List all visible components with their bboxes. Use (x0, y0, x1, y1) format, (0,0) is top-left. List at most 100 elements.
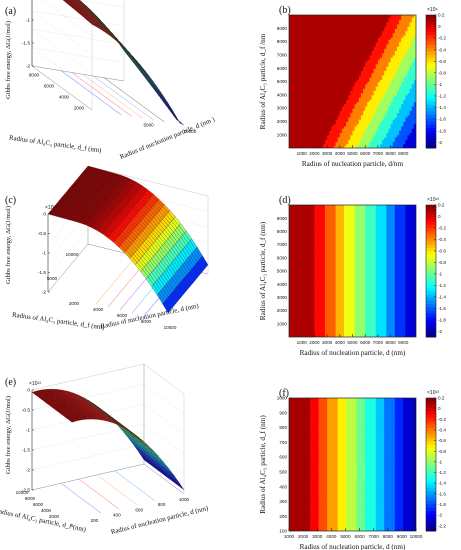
contour-cell (392, 54, 396, 58)
surface-patch (176, 480, 185, 490)
contour-cell (335, 57, 339, 60)
contour-cell (346, 50, 349, 54)
contour-cell (297, 63, 301, 67)
contour-cell (363, 136, 366, 140)
contour-cell (327, 134, 330, 138)
contour-cell (333, 123, 337, 127)
contour-cell (291, 114, 294, 118)
contour-cell (401, 145, 404, 148)
contour-cell (392, 72, 396, 76)
contour-cell (371, 23, 375, 27)
contour-cell (310, 37, 313, 40)
contour-cell (316, 63, 320, 67)
contour-cell (297, 15, 301, 18)
contour-cell (373, 48, 377, 52)
contour-cell (308, 46, 311, 49)
contour-cell (337, 143, 341, 147)
contour-cell (312, 63, 315, 67)
contour-cell (320, 57, 324, 60)
contour-cell (316, 41, 320, 45)
contour-cell (327, 30, 330, 34)
contour-cell (335, 85, 339, 89)
contour-cell (337, 41, 341, 45)
contour-cell (384, 70, 387, 74)
contour-cell (373, 105, 377, 109)
contour-cell (305, 81, 309, 85)
contour-cell (305, 123, 309, 127)
contour-cell (337, 94, 341, 98)
contour-cell (360, 97, 364, 100)
contour-cell (382, 39, 385, 43)
contour-cell (386, 54, 390, 58)
contour-cell (293, 112, 296, 116)
contour-cell (350, 108, 354, 111)
contour-cell (308, 50, 311, 54)
contour-cell (335, 50, 339, 54)
contour-cell (382, 79, 385, 83)
contour-cell (371, 37, 375, 40)
contour-cell (308, 37, 311, 40)
contour-cell (399, 123, 402, 127)
contour-cell (382, 70, 385, 74)
contour-cell (380, 65, 383, 69)
contour-cell (312, 26, 315, 29)
contour-cell (316, 90, 320, 94)
contour-cell (318, 63, 322, 67)
contour-cell (320, 132, 324, 136)
contour-cell (369, 21, 373, 25)
contour-cell (380, 112, 383, 116)
contour-cell (346, 83, 349, 87)
contour-cell (380, 134, 383, 138)
contour-cell (386, 26, 390, 29)
contour-cell (346, 123, 349, 127)
contour-cell (308, 72, 311, 76)
contour-cell (367, 59, 371, 63)
contour-cell (344, 119, 347, 122)
wall-gridline (143, 383, 185, 415)
contour-cell (293, 17, 296, 21)
contour-cell (305, 145, 309, 148)
contour-cell (382, 85, 385, 89)
contour-cell (373, 17, 377, 21)
contour-cell (394, 26, 398, 29)
contour-cell (399, 145, 402, 148)
contour-cell (318, 123, 322, 127)
contour-cell (316, 97, 320, 100)
contour-cell (352, 116, 356, 120)
contour-cell (312, 145, 315, 148)
contour-cell (358, 112, 362, 116)
contour-cell (322, 139, 326, 142)
contour-cell (373, 88, 377, 91)
contour-cell (335, 101, 339, 105)
contour-cell (401, 15, 404, 18)
contour-cell (380, 136, 383, 140)
contour-cell (327, 50, 330, 54)
contour-cell (388, 119, 392, 122)
contour-cell (401, 57, 404, 60)
wall-gridline (77, 0, 125, 8)
contour-cell (377, 77, 381, 80)
contour-cell (308, 143, 311, 147)
contour-cell (310, 68, 313, 72)
contour-cell (320, 108, 324, 111)
contour-cell (365, 30, 368, 34)
contour-cell (322, 77, 326, 80)
contour-cell (289, 132, 292, 136)
contour-cell (384, 110, 387, 114)
contour-cell (329, 143, 332, 147)
contour-cell (331, 79, 335, 83)
contour-cell (293, 41, 296, 45)
contour-cell (293, 57, 296, 60)
axes-box (31, 0, 125, 111)
contour-cell (293, 83, 296, 87)
contour-cell (312, 46, 315, 49)
contour-cell (384, 83, 387, 87)
contour-cell (316, 88, 320, 91)
contour-cell (291, 141, 294, 145)
contour-cell (289, 15, 292, 18)
contour-cell (377, 39, 381, 43)
contour-cell (388, 112, 392, 116)
contour-cell (396, 132, 400, 136)
contour-cell (344, 57, 347, 60)
contour-cell (324, 139, 328, 142)
